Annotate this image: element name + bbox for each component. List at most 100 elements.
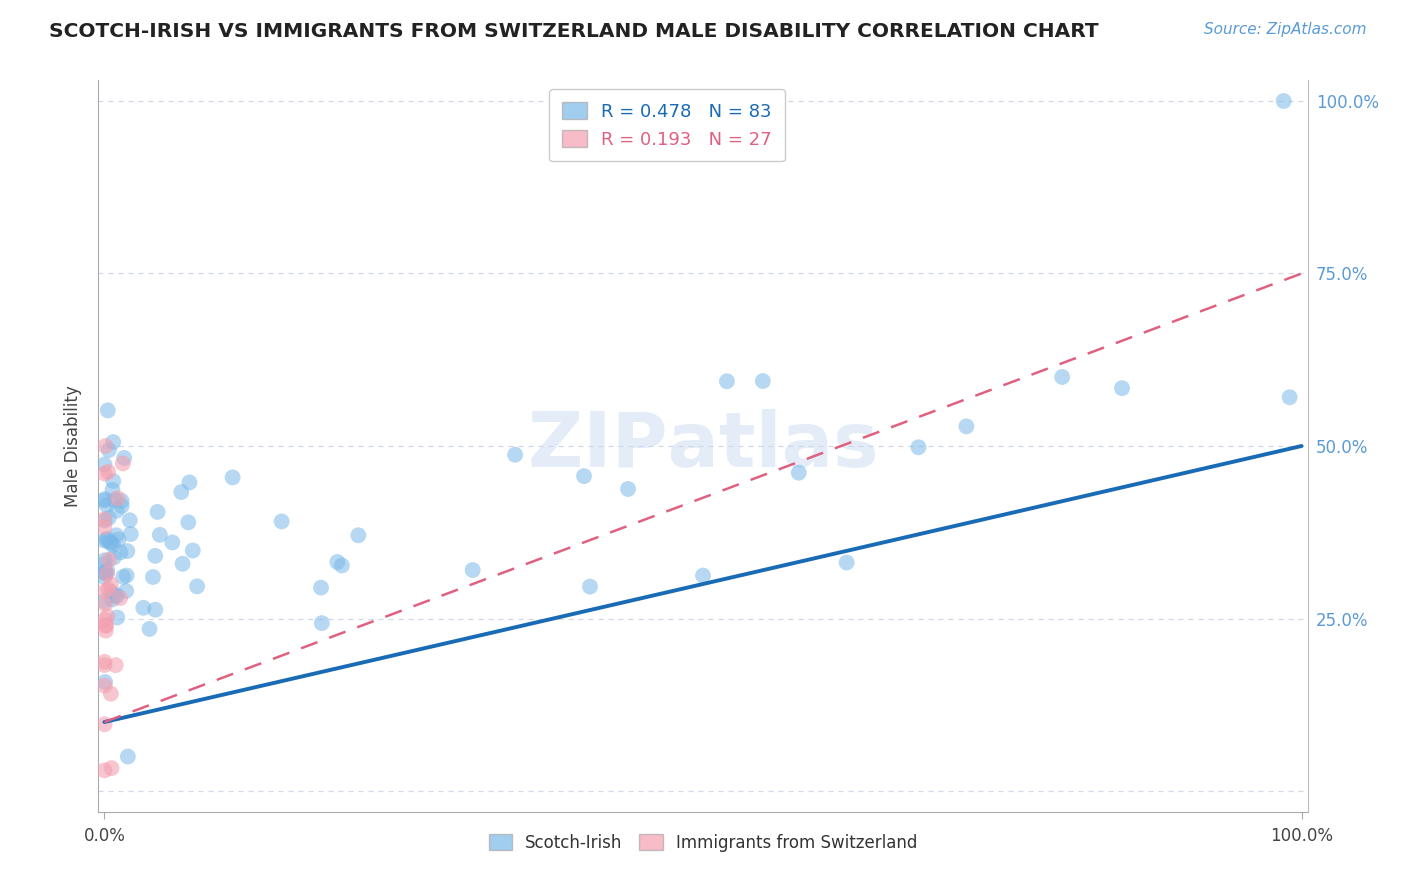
Point: [103, 474, 125, 488]
Point: [347, 528, 370, 542]
Point: [105, 590, 128, 604]
Point: [94, 675, 117, 690]
Point: [752, 374, 775, 388]
Point: [93, 764, 115, 778]
Point: [93, 512, 115, 526]
Point: [96, 532, 118, 546]
Point: [97, 465, 120, 479]
Point: [93, 520, 115, 534]
Point: [270, 515, 292, 529]
Point: [107, 491, 129, 506]
Point: [149, 528, 172, 542]
Point: [326, 555, 349, 569]
Point: [101, 483, 124, 497]
Point: [112, 570, 135, 584]
Point: [112, 450, 135, 465]
Point: [118, 513, 141, 527]
Point: [94, 566, 117, 581]
Point: [93, 655, 115, 669]
Point: [96, 564, 118, 578]
Point: [132, 600, 155, 615]
Point: [94, 553, 117, 567]
Point: [117, 544, 139, 558]
Point: [309, 581, 332, 595]
Point: [97, 582, 120, 597]
Point: [93, 679, 115, 693]
Point: [94, 624, 117, 638]
Point: [103, 550, 125, 565]
Point: [461, 563, 484, 577]
Point: [98, 535, 121, 549]
Point: [1111, 381, 1133, 395]
Point: [107, 533, 129, 547]
Point: [503, 448, 526, 462]
Point: [330, 558, 353, 573]
Point: [101, 592, 124, 607]
Point: [93, 570, 115, 584]
Point: [94, 613, 117, 627]
Point: [101, 538, 124, 552]
Point: [93, 594, 115, 608]
Point: [97, 443, 120, 458]
Point: [186, 579, 208, 593]
Point: [1050, 370, 1073, 384]
Point: [111, 494, 134, 508]
Point: [93, 533, 115, 548]
Point: [172, 557, 194, 571]
Point: [716, 374, 738, 388]
Point: [93, 658, 115, 673]
Point: [100, 577, 122, 591]
Point: [1278, 390, 1301, 404]
Point: [907, 440, 929, 454]
Point: [115, 584, 138, 599]
Point: [94, 619, 117, 633]
Point: [143, 549, 166, 563]
Point: [94, 597, 117, 611]
Point: [93, 493, 115, 508]
Point: [101, 435, 124, 450]
Point: [115, 568, 138, 582]
Point: [105, 610, 128, 624]
Y-axis label: Male Disability: Male Disability: [65, 385, 83, 507]
Point: [572, 469, 595, 483]
Point: [94, 439, 117, 453]
Point: [96, 533, 118, 547]
Point: [93, 557, 115, 571]
Legend: Scotch-Irish, Immigrants from Switzerland: Scotch-Irish, Immigrants from Switzerlan…: [482, 827, 924, 858]
Text: SCOTCH-IRISH VS IMMIGRANTS FROM SWITZERLAND MALE DISABILITY CORRELATION CHART: SCOTCH-IRISH VS IMMIGRANTS FROM SWITZERL…: [49, 22, 1099, 41]
Point: [96, 499, 118, 513]
Text: ZIP​atlas: ZIP​atlas: [527, 409, 879, 483]
Point: [94, 492, 117, 507]
Point: [146, 505, 169, 519]
Point: [111, 457, 134, 471]
Point: [104, 658, 127, 673]
Point: [692, 568, 714, 582]
Point: [93, 514, 115, 528]
Point: [787, 466, 810, 480]
Point: [94, 584, 117, 599]
Point: [181, 543, 204, 558]
Point: [96, 566, 118, 581]
Point: [617, 482, 640, 496]
Point: [94, 617, 117, 632]
Point: [177, 516, 200, 530]
Point: [100, 535, 122, 549]
Point: [96, 609, 118, 624]
Point: [104, 492, 127, 507]
Point: [110, 545, 132, 559]
Point: [97, 403, 120, 417]
Point: [120, 527, 142, 541]
Point: [105, 503, 128, 517]
Point: [111, 499, 134, 513]
Point: [100, 584, 122, 599]
Point: [97, 511, 120, 525]
Point: [138, 622, 160, 636]
Point: [170, 485, 193, 500]
Point: [100, 761, 122, 775]
Point: [100, 687, 122, 701]
Point: [311, 616, 333, 631]
Text: Source: ZipAtlas.com: Source: ZipAtlas.com: [1204, 22, 1367, 37]
Point: [93, 467, 115, 481]
Point: [93, 458, 115, 472]
Point: [179, 475, 201, 490]
